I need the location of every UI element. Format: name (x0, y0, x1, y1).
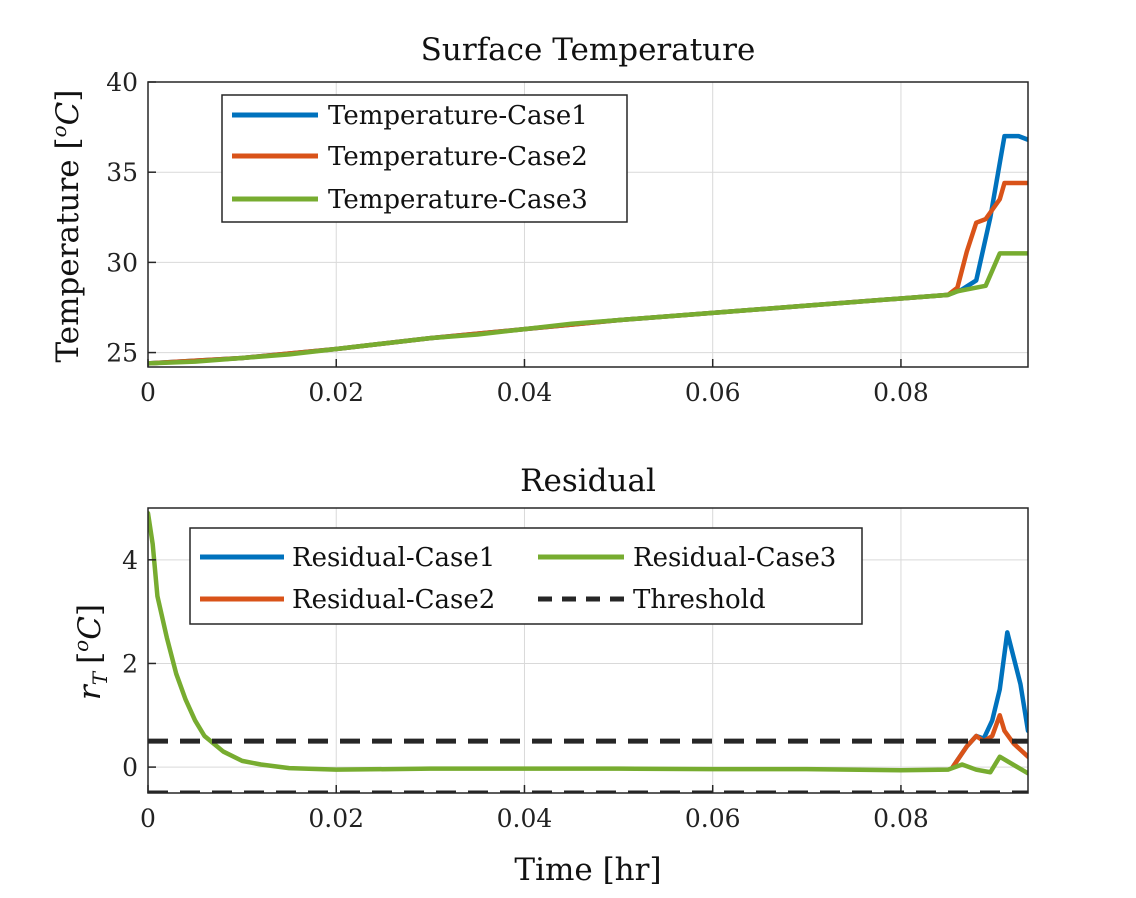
residual-xtick-label-2: 0.04 (497, 804, 553, 833)
legend-label-residual-case3: Residual-Case3 (633, 543, 836, 573)
temperature-ylabel-unit: C (50, 101, 86, 125)
temperature-ylabel-superscript: o (47, 125, 71, 137)
series-line-temperature-case3 (148, 251, 1028, 366)
temperature-ytick-label-1: 30 (106, 248, 138, 277)
legend-label-temperature-case2: Temperature-Case2 (328, 142, 588, 172)
temperature-legend: Temperature-Case1 Temperature-Case2 Temp… (221, 94, 628, 223)
residual-legend: Residual-Case1 Residual-Case2 Residual-C… (189, 527, 863, 625)
residual-xtick-label-0: 0 (140, 804, 156, 833)
residual-series (148, 510, 1028, 793)
temperature-ylabel: Temperature [oC] (47, 90, 86, 363)
temperature-ytick-label-2: 35 (106, 158, 138, 187)
temperature-xtick-label-4: 0.08 (873, 378, 929, 407)
residual-ylabel-unit: C (72, 616, 108, 640)
legend-label-temperature-case3: Temperature-Case3 (328, 185, 588, 215)
temperature-xtick-label-2: 0.04 (497, 378, 553, 407)
residual-ylabel: rT [oC] (69, 604, 112, 700)
temperature-xtick-label-3: 0.06 (685, 378, 741, 407)
residual-xtick-label-4: 0.08 (873, 804, 929, 833)
series-line-residual-case3 (148, 510, 1028, 776)
temperature-xtick-label-1: 0.02 (308, 378, 364, 407)
residual-legend-box (189, 527, 863, 625)
series-line-residual-case2 (950, 713, 1028, 770)
residual-xtick-label-1: 0.02 (308, 804, 364, 833)
residual-ylabel-bracket-close: ] (72, 604, 108, 616)
temperature-ylabel-bracket-close: ] (50, 90, 86, 102)
residual-ticks: 0 0.02 0.04 0.06 0.08 0 2 4 (122, 546, 929, 833)
legend-label-threshold: Threshold (633, 585, 766, 615)
residual-ytick-label-1: 2 (122, 649, 138, 678)
residual-ylabel-var: r (72, 683, 108, 700)
temperature-ylabel-bracket-open: [ (50, 137, 86, 149)
residual-ylabel-bracket-open: [ (72, 652, 108, 664)
residual-xtick-label-3: 0.06 (685, 804, 741, 833)
residual-ytick-label-2: 4 (122, 546, 138, 575)
legend-label-residual-case2: Residual-Case2 (292, 585, 495, 615)
temperature-ytick-label-3: 40 (106, 68, 138, 97)
temperature-axes-box (147, 81, 1029, 368)
temperature-xtick-label-0: 0 (140, 378, 156, 407)
temperature-series (148, 133, 1028, 366)
residual-ytick-label-0: 0 (122, 753, 138, 782)
temperature-ticks: 0 0.02 0.04 0.06 0.08 25 30 35 40 (106, 68, 929, 407)
temperature-title: Surface Temperature (421, 32, 756, 68)
residual-ylabel-superscript: o (69, 640, 93, 652)
temperature-axes: 0 0.02 0.04 0.06 0.08 25 30 35 40 Surface Temper… (47, 32, 1029, 407)
temperature-ytick-label-0: 25 (106, 339, 138, 368)
temperature-ylabel-prefix: Temperature (50, 150, 86, 363)
residual-ylabel-sub: T (88, 670, 112, 685)
legend-label-residual-case1: Residual-Case1 (292, 543, 495, 573)
residual-title: Residual (520, 463, 656, 499)
legend-label-temperature-case1: Temperature-Case1 (328, 101, 588, 131)
residual-axes-box (147, 507, 1029, 794)
residual-xlabel: Time [hr] (514, 852, 661, 888)
